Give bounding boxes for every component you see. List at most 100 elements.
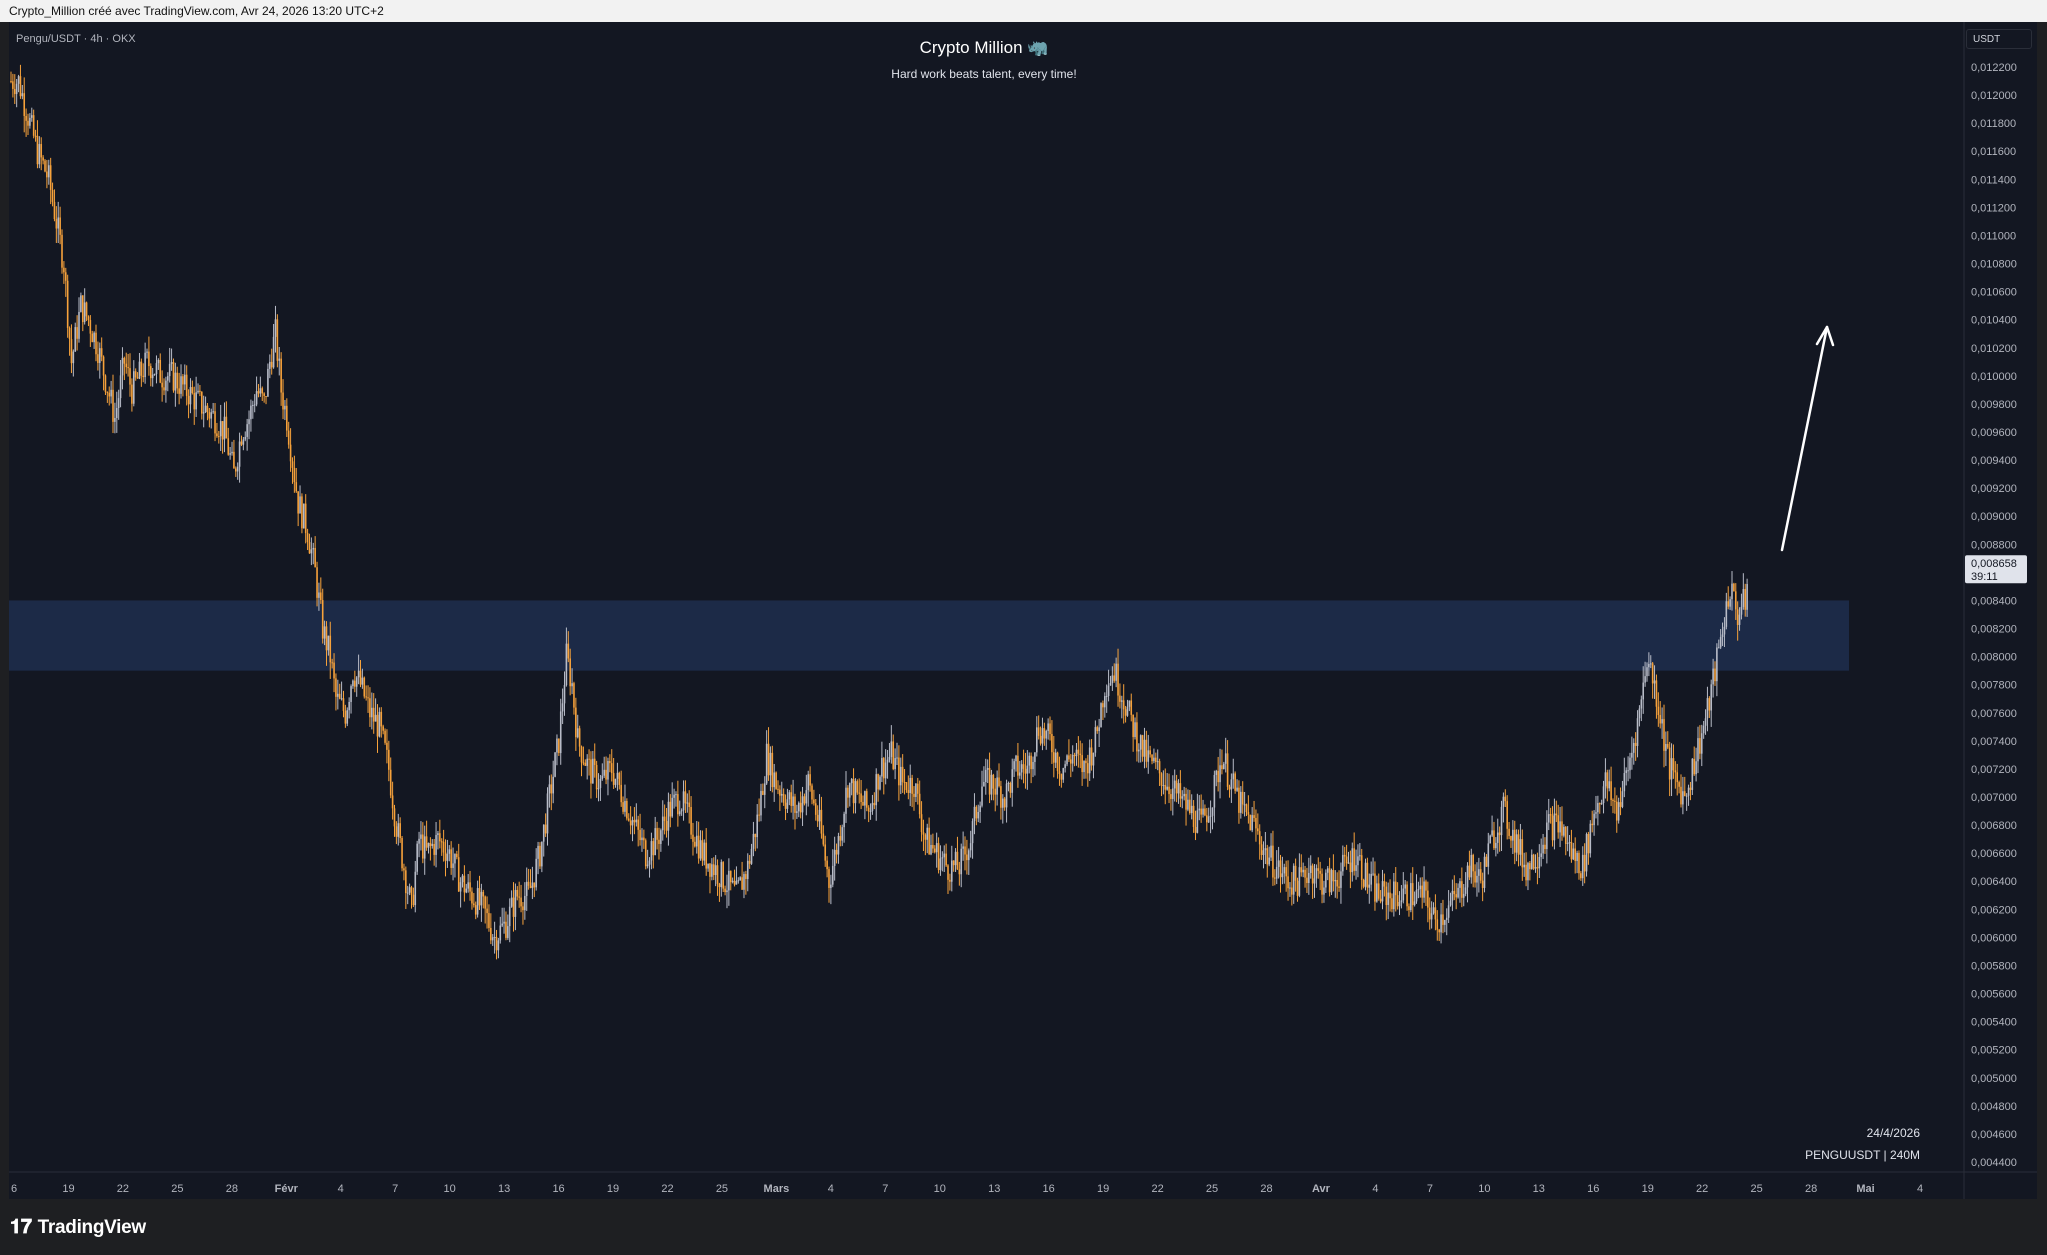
candle-body	[852, 778, 855, 804]
currency-unit-button[interactable]: USDT	[1966, 29, 2032, 49]
candle-body	[624, 800, 626, 812]
tradingview-logo[interactable]: 𝟏𝟕 TradingView	[10, 1216, 146, 1239]
y-tick-label: 0,007200	[1971, 764, 2017, 776]
candle-body	[1206, 815, 1208, 823]
candle-body	[493, 936, 496, 938]
candle-body	[380, 711, 383, 727]
candle-body	[335, 678, 337, 697]
candle-body	[1506, 801, 1508, 829]
candle-body	[1642, 682, 1645, 700]
candle-body	[236, 466, 239, 472]
candle-body	[824, 844, 827, 861]
candle-body	[1226, 753, 1229, 787]
candle-body	[593, 758, 596, 765]
candle-body	[1043, 728, 1046, 739]
candle-body	[979, 805, 981, 812]
candle-body	[352, 680, 354, 687]
candle-body	[1323, 887, 1325, 895]
candle-body	[1281, 873, 1284, 878]
candle-body	[648, 860, 651, 865]
candle-body	[1100, 703, 1102, 728]
candle-body	[1649, 663, 1652, 665]
candle-body	[1462, 893, 1465, 898]
candle-body	[235, 468, 237, 472]
candle-body	[1447, 905, 1450, 918]
candle-body	[1491, 830, 1493, 836]
candle-body	[185, 374, 188, 396]
candle-body	[1230, 779, 1233, 790]
candle-body	[1304, 869, 1306, 878]
x-tick-label: 7	[882, 1183, 888, 1195]
candle-body	[1147, 750, 1150, 762]
candlestick-chart[interactable]: 0,012200 0,012000 0,011800 0,011600 0,011400…	[9, 22, 2037, 1199]
candle-body	[265, 395, 267, 397]
candle-body	[1398, 901, 1401, 907]
candle-body	[1349, 862, 1352, 873]
chart-area[interactable]: 0,012200 0,012000 0,011800 0,011600 0,011400…	[9, 22, 2037, 1199]
candle-body	[1566, 842, 1569, 844]
candle-body	[151, 374, 154, 379]
candle-body	[68, 327, 71, 340]
x-tick-label: 22	[661, 1183, 673, 1195]
x-tick-label: 13	[988, 1183, 1000, 1195]
candle-body	[1294, 865, 1297, 881]
candle-body	[1400, 900, 1403, 902]
candle-body	[773, 772, 776, 788]
candle-body	[669, 801, 672, 817]
candle-body	[1489, 835, 1491, 844]
candle-body	[911, 777, 913, 794]
chart-subtitle: Hard work beats talent, every time!	[891, 67, 1077, 81]
candle-body	[1717, 647, 1720, 649]
candle-body	[119, 375, 122, 399]
candle-body	[1139, 735, 1142, 750]
candle-body	[809, 774, 811, 786]
candle-body	[337, 693, 339, 697]
candle-body	[1253, 815, 1255, 818]
candle-body	[1576, 852, 1578, 861]
candle-body	[656, 828, 658, 840]
chart-title: Crypto Million 🦏	[919, 38, 1049, 57]
candle-body	[1143, 739, 1146, 757]
candle-body	[644, 840, 647, 867]
candle-body	[229, 453, 231, 455]
candle-body	[733, 880, 736, 885]
candle-body	[1402, 888, 1405, 901]
candle-body	[1413, 901, 1416, 906]
candle-body	[406, 892, 409, 894]
candle-body	[1054, 752, 1057, 763]
candle-body	[1464, 887, 1467, 894]
candle-body	[937, 843, 940, 871]
candle-body	[1529, 863, 1531, 870]
candle-body	[450, 849, 452, 868]
candle-body	[1672, 758, 1675, 771]
candle-body	[505, 921, 507, 938]
candle-body	[114, 417, 116, 422]
candle-body	[1476, 875, 1478, 883]
candle-body	[227, 438, 230, 455]
candle-body	[933, 848, 936, 853]
candle-body	[331, 662, 333, 664]
candle-body	[512, 897, 515, 917]
candle-body	[1287, 876, 1289, 889]
candle-body	[947, 865, 949, 880]
candle-body	[1272, 845, 1274, 878]
symbol-label[interactable]: Pengu/USDT · 4h · OKX	[16, 33, 136, 45]
candle-body	[884, 762, 887, 779]
y-tick-label: 0,006600	[1971, 848, 2017, 860]
candle-body	[599, 778, 602, 788]
candle-body	[1018, 772, 1021, 776]
candle-body	[886, 759, 889, 763]
x-tick-label: 25	[171, 1183, 183, 1195]
candle-body	[580, 746, 583, 763]
candle-body	[918, 793, 921, 815]
candle-body	[803, 796, 806, 804]
candle-body	[843, 813, 845, 828]
candle-body	[1189, 799, 1191, 814]
candle-body	[1351, 848, 1354, 873]
candle-body	[1530, 854, 1533, 870]
candle-body	[916, 783, 919, 794]
candle-body	[40, 144, 43, 158]
candle-body	[607, 761, 609, 780]
candle-body	[1049, 723, 1051, 735]
candle-body	[176, 372, 179, 389]
